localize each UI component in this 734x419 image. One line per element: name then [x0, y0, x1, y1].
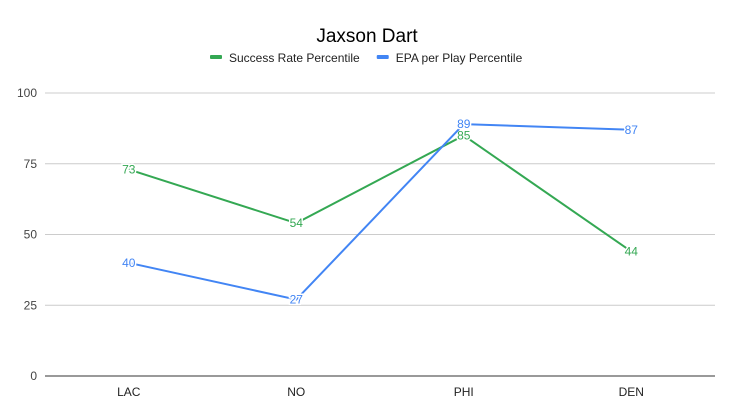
- y-axis: 0 25 50 75 100: [17, 86, 37, 383]
- series-line-1: [128, 123, 632, 301]
- data-label: 73: [122, 162, 136, 176]
- data-label: 44: [625, 244, 639, 258]
- data-label: 40: [122, 256, 136, 270]
- series-line-0: [128, 134, 632, 253]
- legend-swatch: [376, 55, 389, 59]
- chart-title: Jaxson Dart: [316, 26, 418, 47]
- data-label: 54: [290, 216, 304, 230]
- y-tick-label: 50: [24, 228, 38, 242]
- x-tick-label: LAC: [117, 385, 141, 399]
- gridlines: [45, 92, 715, 377]
- data-label: 89: [457, 117, 471, 131]
- x-axis: LAC NO PHI DEN: [117, 385, 644, 399]
- data-label: 27: [290, 293, 304, 307]
- y-tick-label: 25: [24, 298, 38, 312]
- legend-swatch: [210, 55, 222, 59]
- legend-label: Success Rate Percentile: [229, 51, 360, 65]
- data-label: 85: [457, 128, 471, 142]
- x-tick-label: NO: [287, 385, 305, 399]
- y-tick-label: 75: [24, 157, 38, 171]
- x-tick-label: DEN: [619, 385, 644, 399]
- y-tick-label: 0: [30, 369, 37, 383]
- series-group: 73 54 85 44 40 27 89 87: [121, 116, 640, 308]
- data-label: 87: [625, 123, 639, 137]
- x-tick-label: PHI: [454, 385, 474, 399]
- legend-label: EPA per Play Percentile: [396, 51, 523, 65]
- legend: Success Rate Percentile EPA per Play Perc…: [210, 51, 523, 65]
- y-tick-label: 100: [17, 86, 37, 100]
